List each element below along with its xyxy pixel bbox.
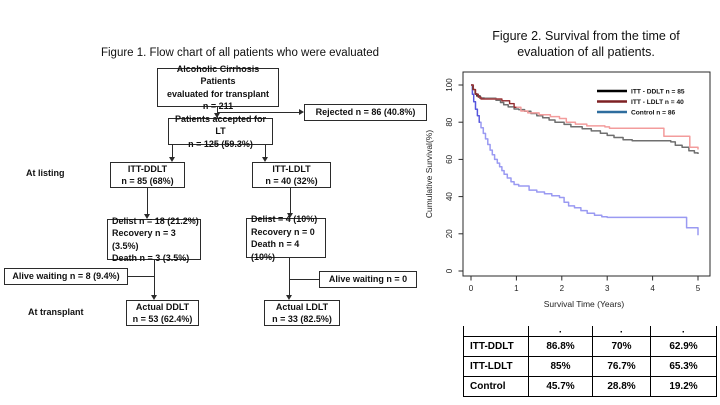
- flow-box-alive-waiting-ldlt-text: Alive waiting n = 0: [328, 274, 408, 285]
- flow-box-evaluated: Alcoholic Cirrhosis Patients evaluated f…: [157, 64, 279, 111]
- arrowhead-ddlt-outcomes-icon: [144, 214, 150, 219]
- y-axis-label: Cumulative Survival(%): [424, 130, 434, 218]
- y-tick-label: 100: [445, 78, 454, 92]
- at-transplant-label: At transplant: [28, 307, 84, 317]
- flow-box-actual-ldlt-line2: n = 33 (82.5%): [272, 314, 332, 324]
- figure2-title-line1: Figure 2. Survival from the time of: [492, 29, 680, 43]
- y-tick-label: 60: [445, 154, 454, 163]
- x-tick-label: 0: [469, 284, 474, 293]
- table-row-label: ITT-LDLT: [464, 357, 529, 377]
- flow-box-actual-ddlt-line2: n = 53 (62.4%): [132, 314, 193, 324]
- connector-accepted-ittddlt: [172, 145, 173, 158]
- flow-box-itt-ddlt-line2: n = 85 (68%): [121, 176, 174, 186]
- arrowhead-ldlt-outcomes-icon: [287, 213, 293, 218]
- connector-ittldlt-outcomes: [290, 188, 291, 213]
- table-cell: 45.7%: [529, 377, 593, 397]
- x-tick-label: 2: [560, 284, 565, 293]
- flow-box-evaluated-line2: evaluated for transplant: [166, 88, 270, 99]
- curve-early-control: [471, 84, 481, 123]
- flow-box-actual-ldlt-line1: Actual LDLT: [275, 301, 329, 312]
- flow-box-evaluated-line3: n = 211: [202, 101, 234, 111]
- flow-box-itt-ddlt: ITT-DDLT n = 85 (68%): [110, 162, 185, 188]
- flow-box-alive-waiting-ddlt: Alive waiting n = 8 (9.4%): [4, 268, 128, 285]
- y-tick-label: 0: [445, 268, 454, 273]
- table-header-cell: ·: [593, 326, 651, 338]
- x-axis-label: Survival Time (Years): [544, 299, 625, 309]
- x-tick-label: 3: [605, 284, 610, 293]
- at-listing-label: At listing: [26, 168, 65, 178]
- flow-box-ddlt-outcomes-line1: Delist n = 18 (21.2%): [112, 215, 199, 226]
- legend-label-itt-ddlt: ITT - DDLT n = 85: [631, 88, 685, 95]
- flow-box-ddlt-outcomes-line2: Recovery n = 3 (3.5%): [112, 228, 176, 251]
- flow-box-ddlt-outcomes-line3: Death n = 3 (3.5%): [112, 253, 190, 263]
- flow-box-accepted-line1: Patients accepted for LT: [174, 113, 267, 137]
- flow-box-itt-ddlt-line1: ITT-DDLT: [127, 163, 168, 174]
- flow-box-itt-ldlt-line2: n = 40 (32%): [265, 176, 318, 186]
- table-cell: 19.2%: [651, 377, 717, 397]
- arrowhead-accepted-icon: [214, 113, 220, 118]
- x-tick-label: 4: [650, 284, 655, 293]
- flow-box-rejected-text: Rejected n = 86 (40.8%): [315, 107, 416, 118]
- flow-box-alive-waiting-ldlt: Alive waiting n = 0: [319, 271, 417, 288]
- connector-outcomes-actualddlt: [154, 260, 155, 295]
- x-tick-label: 1: [514, 284, 519, 293]
- x-tick-label: 5: [696, 284, 701, 293]
- flow-box-ldlt-outcomes: Delist = 4 (10%) Recovery n = 0 Death n …: [246, 214, 326, 262]
- flow-box-itt-ldlt-line1: ITT-LDLT: [272, 163, 311, 174]
- connector-aliveldlt-branch: [289, 279, 319, 280]
- survival-chart: 0 1 2 3 4 5 0 20 40 60 80 100 Survival Time (Years) C…: [424, 71, 711, 309]
- connector-outcomes-actualldlt: [289, 258, 290, 295]
- flow-box-actual-ddlt-line1: Actual DDLT: [135, 301, 190, 312]
- flow-box-accepted: Patients accepted for LT n = 125 (59.3%): [168, 114, 273, 149]
- table-cell: 65.3%: [651, 357, 717, 377]
- connector-rejected: [217, 112, 300, 113]
- flow-box-ldlt-outcomes-line3: Death n = 4 (10%): [251, 239, 300, 262]
- figure2-title: Figure 2. Survival from the time of eval…: [455, 28, 717, 60]
- flow-box-evaluated-line1: Alcoholic Cirrhosis Patients: [176, 63, 260, 87]
- table-cell: 70%: [593, 337, 651, 357]
- table-cell: 28.8%: [593, 377, 651, 397]
- flow-box-accepted-line2: n = 125 (59.3%): [188, 138, 253, 149]
- y-tick-label: 80: [445, 117, 454, 126]
- y-tick-label: 40: [445, 192, 454, 201]
- arrowhead-actualldlt-icon: [286, 295, 292, 300]
- legend-label-control: Control n = 86: [631, 109, 675, 116]
- curve-early-itt-ldlt: [471, 84, 517, 108]
- table-cell: 86.8%: [529, 337, 593, 357]
- connector-accepted-ittldlt: [265, 145, 266, 158]
- figure1-title: Figure 1. Flow chart of all patients who…: [100, 47, 380, 59]
- flow-box-actual-ldlt: Actual LDLT n = 33 (82.5%): [264, 300, 340, 326]
- figure2-title-line2: evaluation of all patients.: [517, 45, 655, 59]
- curve-itt-ddlt: [471, 84, 699, 154]
- legend-label-itt-ldlt: ITT - LDLT n = 40: [631, 99, 684, 106]
- table-cell: 62.9%: [651, 337, 717, 357]
- arrowhead-ittldlt-icon: [262, 157, 268, 162]
- flow-box-ldlt-outcomes-line1: Delist = 4 (10%): [251, 214, 318, 224]
- connector-aliveddlt-branch: [128, 276, 155, 277]
- flow-box-alive-waiting-ddlt-text: Alive waiting n = 8 (9.4%): [12, 271, 120, 282]
- table-header-cell: ·: [651, 326, 717, 338]
- table-header-cell: [464, 326, 529, 337]
- table-row-label: ITT-DDLT: [464, 337, 529, 357]
- curve-control: [471, 84, 699, 236]
- connector-ittddlt-outcomes: [147, 188, 148, 214]
- table-row-label: Control: [464, 377, 529, 397]
- flow-box-ldlt-outcomes-line2: Recovery n = 0: [251, 226, 315, 237]
- table-cell: 85%: [529, 357, 593, 377]
- flow-box-itt-ldlt: ITT-LDLT n = 40 (32%): [252, 162, 331, 188]
- plot-border: [462, 71, 711, 277]
- arrowhead-rejected-icon: [299, 109, 304, 115]
- table-header-cell: ·: [529, 326, 593, 338]
- table-cell: 76.7%: [593, 357, 651, 377]
- survival-table: · · · ITT-DDLT 86.8% 70% 62.9% ITT-LDLT …: [463, 326, 717, 397]
- y-tick-label: 20: [445, 229, 454, 238]
- arrowhead-actualddlt-icon: [151, 295, 157, 300]
- flow-box-rejected: Rejected n = 86 (40.8%): [304, 104, 427, 121]
- arrowhead-ittddlt-icon: [169, 157, 175, 162]
- flow-box-actual-ddlt: Actual DDLT n = 53 (62.4%): [126, 300, 199, 326]
- flow-box-ddlt-outcomes: Delist n = 18 (21.2%) Recovery n = 3 (3.…: [107, 216, 201, 263]
